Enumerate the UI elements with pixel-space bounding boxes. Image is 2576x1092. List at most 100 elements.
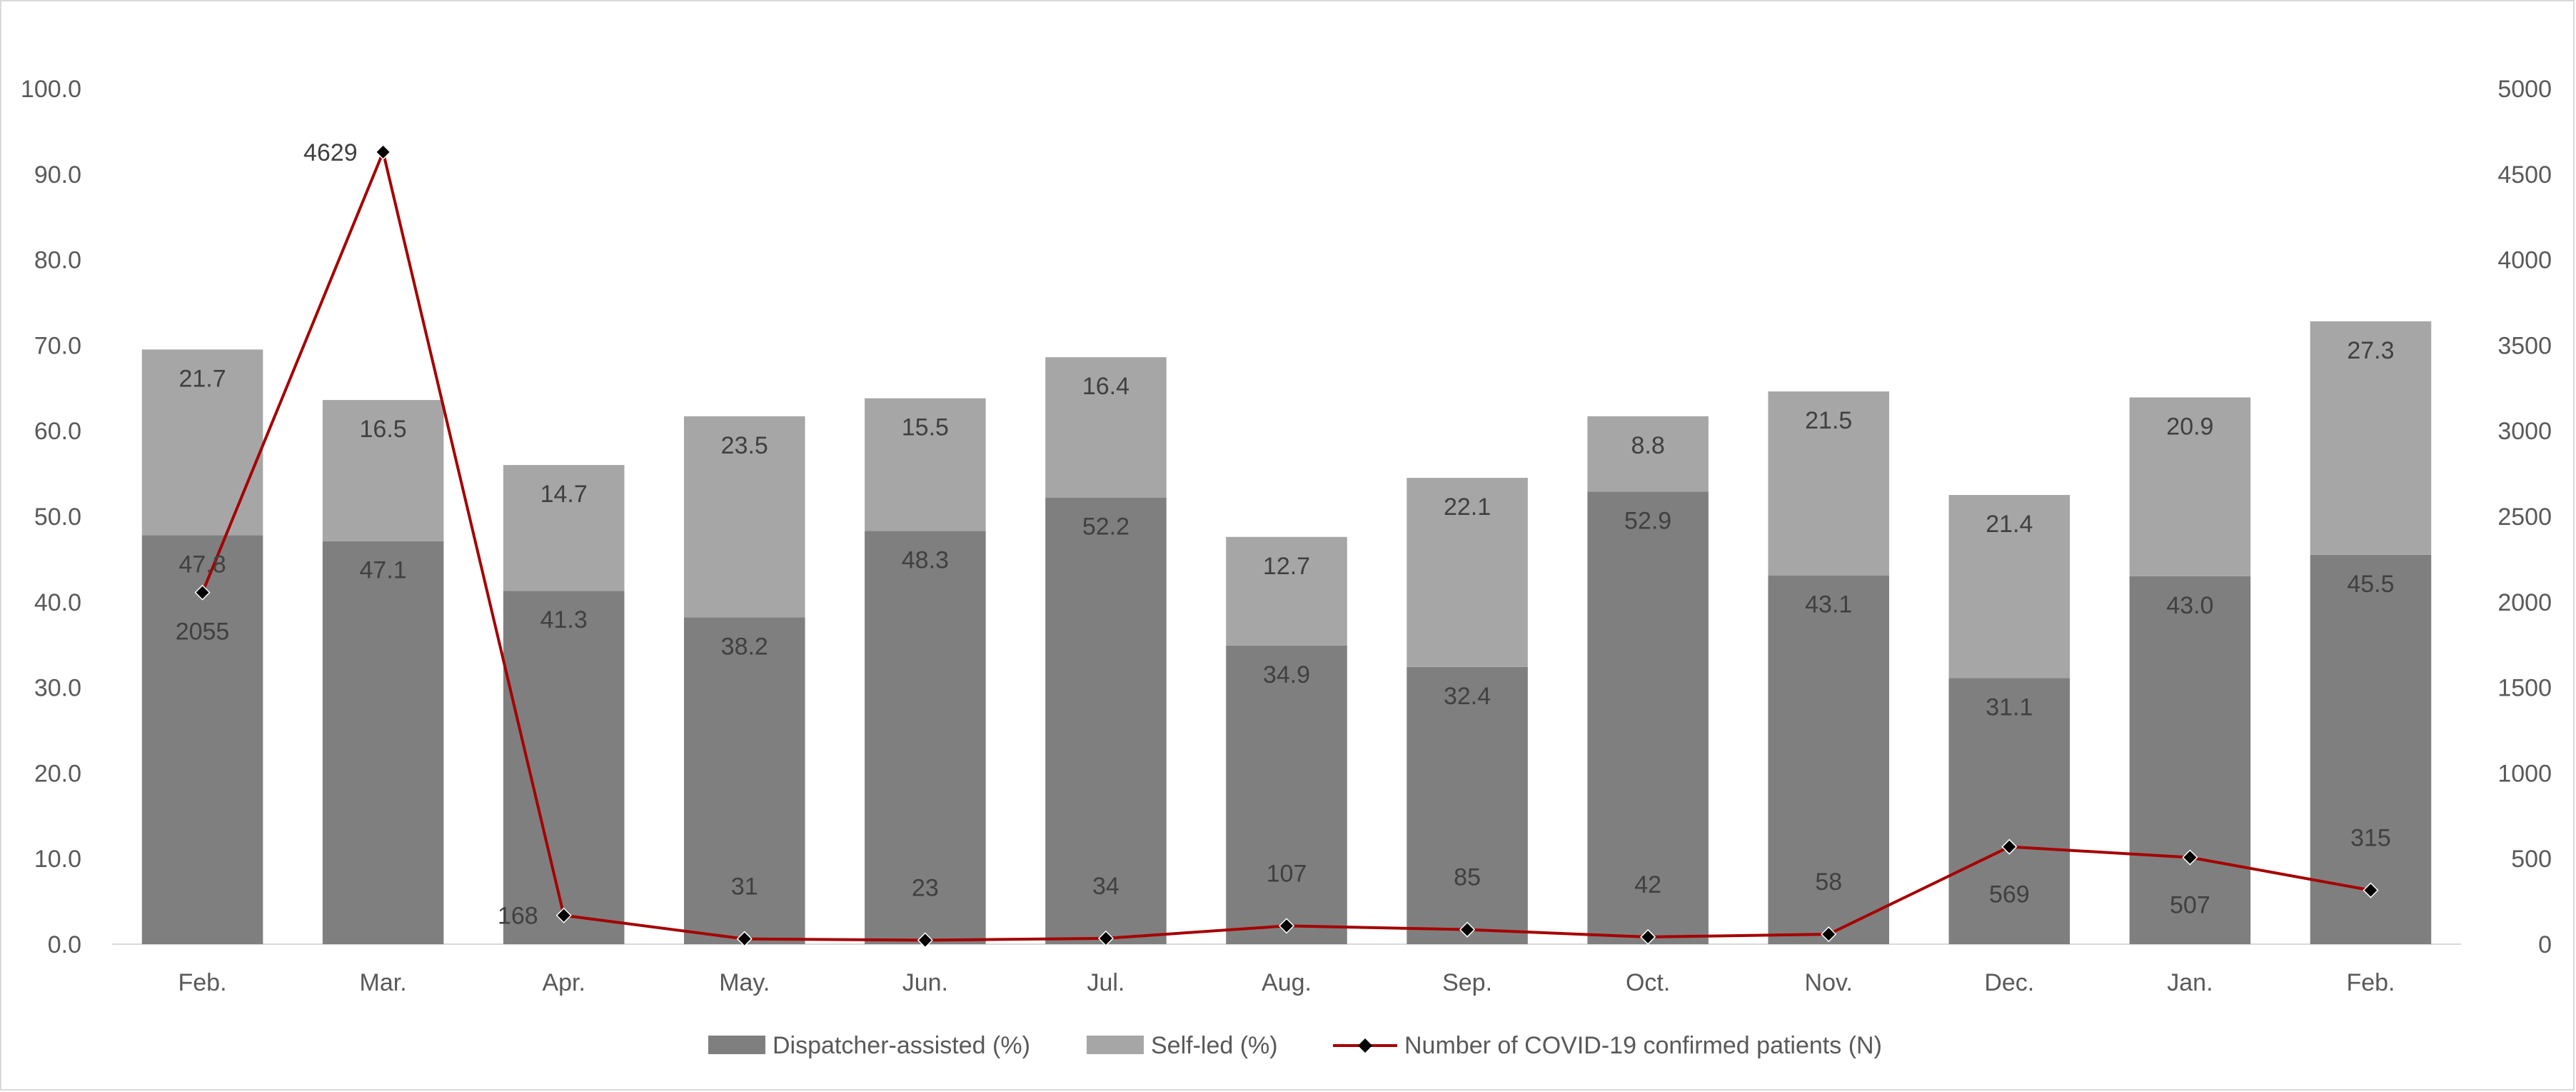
axes-group: 0.0 10.0 20.0 30.0 40.0 50.0 60.0 70.0 80.0 90.0 1…: [21, 76, 2552, 996]
bar-dispatcher-assisted: [2310, 554, 2432, 944]
bar-dispatcher-assisted: [2129, 576, 2251, 944]
data-label-dispatcher-assisted: 43.1: [1805, 591, 1852, 618]
y-left-tick-label: 30.0: [34, 675, 81, 702]
y-right-tick-label: 3000: [2497, 418, 2552, 445]
y-right-tick-label: 5000: [2497, 76, 2552, 103]
x-tick-label: Sep.: [1442, 969, 1492, 996]
line-point-marker: [1459, 921, 1476, 938]
bar-dispatcher-assisted: [1407, 666, 1528, 944]
data-label-covid-patients: 42: [1634, 871, 1661, 898]
data-label-dispatcher-assisted: 45.5: [2347, 571, 2394, 598]
x-tick-label: Oct.: [1626, 969, 1670, 996]
y-right-tick-label: 0: [2538, 931, 2552, 958]
data-label-covid-patients: 107: [1267, 860, 1307, 887]
x-tick-label: May.: [719, 969, 770, 996]
bar-dispatcher-assisted: [503, 591, 625, 944]
line-point-marker: [1821, 926, 1837, 943]
x-tick-label: Dec.: [1984, 969, 2034, 996]
line-point-marker: [2182, 849, 2198, 866]
bar-self-led: [2310, 321, 2432, 555]
data-label-covid-patients: 85: [1454, 864, 1481, 891]
x-tick-label: Feb.: [178, 969, 227, 996]
y-right-tick-label: 4500: [2497, 161, 2552, 189]
y-left-tick-label: 40.0: [34, 589, 81, 616]
y-right-tick-label: 2500: [2497, 504, 2552, 531]
y-left-tick-label: 90.0: [34, 161, 81, 189]
y-left-tick-label: 100.0: [21, 76, 81, 103]
data-label-self-led: 22.1: [1444, 494, 1491, 521]
data-label-dispatcher-assisted: 52.2: [1082, 514, 1129, 541]
bar-self-led: [1948, 495, 2071, 678]
y-left-tick-label: 80.0: [34, 247, 81, 274]
data-label-self-led: 23.5: [721, 432, 768, 459]
legend-swatch-covid-marker: [1358, 1038, 1372, 1053]
bar-dispatcher-assisted: [1587, 491, 1709, 944]
data-label-self-led: 16.5: [360, 416, 407, 443]
data-label-self-led: 27.3: [2347, 337, 2394, 364]
x-tick-label: Jan.: [2167, 969, 2213, 996]
data-label-dispatcher-assisted: 47.1: [360, 557, 407, 584]
data-label-dispatcher-assisted: 34.9: [1263, 661, 1310, 688]
y-right-tick-label: 1000: [2497, 760, 2552, 787]
bar-self-led: [1226, 536, 1347, 646]
data-label-dispatcher-assisted: 31.1: [1986, 693, 2033, 721]
legend-label-self-led: Self-led (%): [1151, 1032, 1278, 1059]
x-tick-label: Jun.: [902, 969, 948, 996]
x-tick-label: Feb.: [2346, 969, 2395, 996]
bar-self-led: [1768, 391, 1890, 576]
data-label-covid-patients: 58: [1815, 868, 1842, 896]
data-label-covid-patients: 4629: [303, 139, 358, 166]
line-point-marker: [2001, 838, 2018, 855]
bar-dispatcher-assisted: [865, 531, 986, 944]
bar-self-led: [683, 416, 805, 618]
line-point-marker: [194, 584, 211, 601]
line-point-marker: [736, 931, 753, 947]
x-tick-label: Aug.: [1262, 969, 1312, 996]
y-left-tick-label: 0.0: [48, 931, 81, 958]
data-label-self-led: 12.7: [1263, 553, 1310, 580]
y-right-tick-label: 2000: [2497, 589, 2552, 616]
data-label-covid-patients: 31: [731, 873, 758, 901]
bar-dispatcher-assisted: [1226, 645, 1347, 944]
bar-self-led: [1407, 478, 1528, 667]
y-left-tick-label: 70.0: [34, 332, 81, 359]
x-tick-label: Mar.: [360, 969, 407, 996]
data-labels-group: 47.8 21.7 47.1 16.5 41.3 14.7 38.2 23.5 48.3 15.5…: [176, 139, 2395, 930]
line-point-marker: [1097, 930, 1114, 946]
data-label-self-led: 20.9: [2166, 413, 2213, 440]
y-left-tick-label: 10.0: [34, 846, 81, 873]
y-right-tick-label: 4000: [2497, 247, 2552, 274]
data-label-dispatcher-assisted: 43.0: [2166, 592, 2213, 619]
x-tick-label: Apr.: [542, 969, 585, 996]
y-left-tick-label: 60.0: [34, 418, 81, 445]
bar-dispatcher-assisted: [322, 541, 444, 944]
data-label-dispatcher-assisted: 47.8: [178, 551, 226, 578]
data-label-dispatcher-assisted: 32.4: [1444, 683, 1491, 710]
line-point-marker: [375, 144, 391, 160]
line-point-marker: [555, 907, 572, 923]
bar-dispatcher-assisted: [683, 617, 805, 944]
data-label-dispatcher-assisted: 38.2: [721, 633, 768, 660]
bar-self-led: [141, 349, 263, 536]
data-label-self-led: 21.5: [1805, 407, 1852, 434]
y-right-tick-label: 1500: [2497, 675, 2552, 702]
bar-dispatcher-assisted: [1045, 497, 1167, 944]
data-label-self-led: 21.4: [1986, 511, 2033, 538]
bar-self-led: [865, 398, 986, 531]
bar-dispatcher-assisted: [1948, 678, 2071, 944]
data-label-self-led: 14.7: [540, 481, 588, 508]
bar-dispatcher-assisted: [141, 535, 263, 944]
bar-self-led: [322, 400, 444, 541]
data-label-covid-patients: 569: [1989, 881, 2030, 908]
line-point-marker: [917, 932, 933, 948]
line-point-marker: [1640, 928, 1656, 945]
y-right-tick-label: 3500: [2497, 332, 2552, 359]
y-right-tick-label: 500: [2511, 846, 2552, 873]
data-label-covid-patients: 507: [2170, 892, 2210, 919]
legend-swatch-dispatcher-assisted: [708, 1036, 765, 1054]
legend: Dispatcher-assisted (%) Self-led (%) Numbe…: [708, 1032, 1882, 1059]
data-label-covid-patients: 34: [1092, 873, 1120, 900]
legend-label-dispatcher-assisted: Dispatcher-assisted (%): [773, 1032, 1030, 1059]
data-label-dispatcher-assisted: 48.3: [902, 546, 949, 573]
